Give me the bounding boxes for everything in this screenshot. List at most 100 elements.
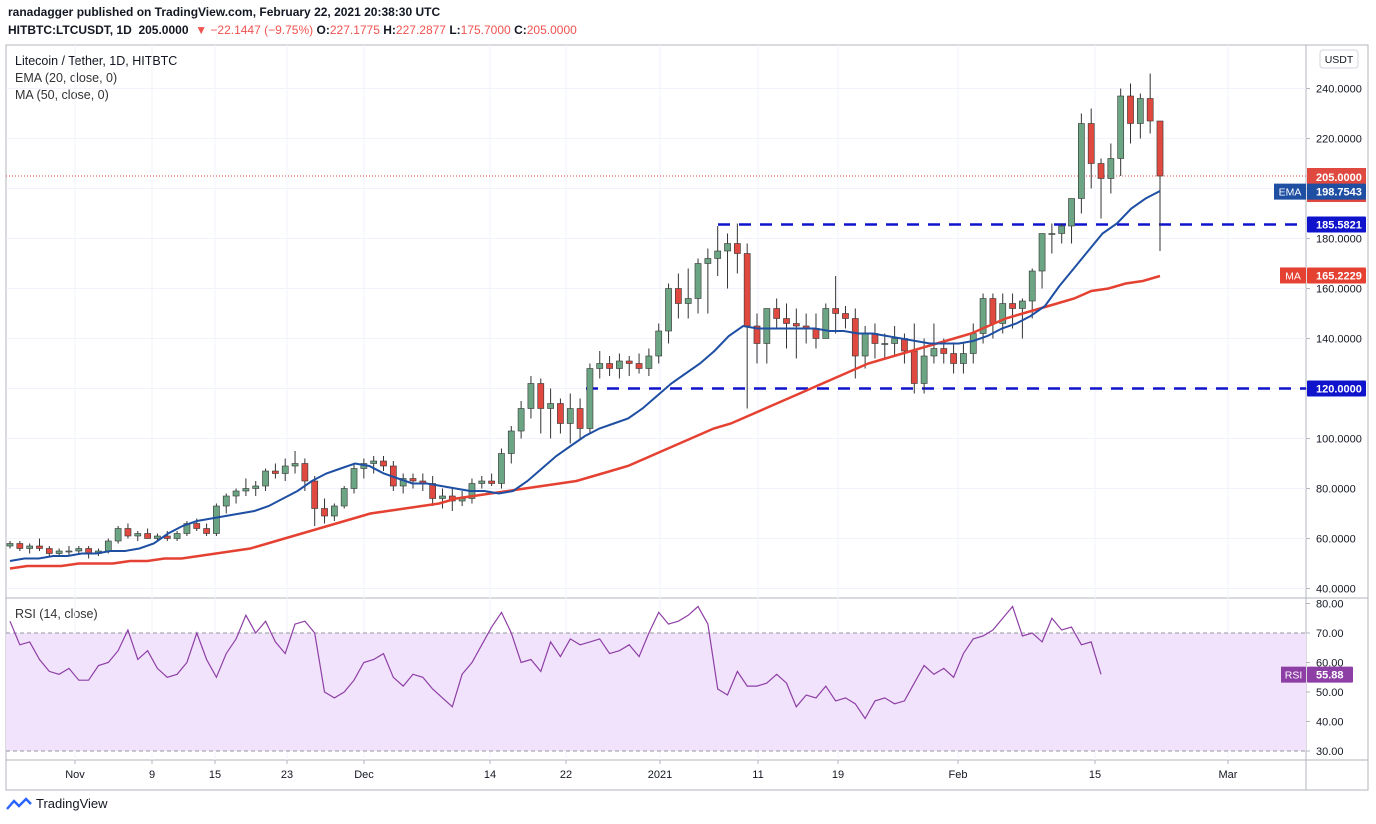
ema-tag-bg — [1274, 183, 1306, 200]
bearish-candle — [950, 353, 957, 364]
bullish-candle — [439, 495, 446, 499]
ma-value-tag-bg — [1307, 267, 1366, 284]
brand-text: TradingView — [36, 796, 108, 811]
price-tick-label: 40.0000 — [1316, 584, 1356, 596]
bearish-candle — [1127, 95, 1134, 124]
bullish-candle — [262, 470, 269, 487]
ohlc-line: HITBTC:LTCUSDT, 1D 205.0000 ▼ −22.1447 (… — [8, 23, 577, 37]
bullish-candle — [547, 403, 554, 409]
chart-header: ranadagger published on TradingView.com,… — [8, 4, 577, 38]
bullish-candle — [665, 288, 672, 332]
support-level-tag: 120.0000 — [1316, 384, 1362, 396]
bullish-candle — [704, 258, 712, 264]
bullish-candle — [724, 243, 731, 252]
bearish-candle — [832, 308, 839, 314]
bullish-candle — [154, 535, 161, 539]
bearish-candle — [625, 360, 633, 364]
bearish-candle — [537, 383, 545, 409]
bullish-candle — [232, 490, 240, 497]
bullish-candle — [645, 355, 653, 369]
price-tick-label: 160.0000 — [1316, 284, 1362, 296]
time-tick-label: 9 — [149, 769, 155, 781]
bearish-candle — [488, 480, 495, 484]
bullish-candle — [969, 333, 977, 354]
price-tag: 205.0000 — [1316, 172, 1362, 184]
bullish-candle — [566, 408, 574, 424]
bullish-candle — [1078, 123, 1085, 199]
bearish-candle — [36, 545, 43, 549]
time-tick-label: 19 — [832, 769, 844, 781]
bearish-candle — [842, 313, 849, 319]
support-resistance-levels — [586, 223, 1306, 390]
currency-badge: USDT — [1325, 54, 1354, 66]
bearish-candle — [1009, 303, 1016, 309]
bullish-candle — [213, 505, 220, 534]
bearish-candle — [783, 318, 790, 324]
time-tick-label: 11 — [752, 769, 763, 781]
rsi-tag: RSI — [1285, 670, 1303, 682]
bullish-candle — [822, 308, 830, 339]
time-tick-label: 22 — [560, 769, 572, 781]
time-tick-label: Nov — [65, 769, 85, 781]
price-axis-tags: USDT205.000003:21:40EMA198.7543185.5821M… — [1274, 49, 1366, 683]
bullish-candle — [498, 453, 505, 484]
ema-value-tag: 198.7543 — [1316, 187, 1362, 199]
bullish-candle — [478, 480, 486, 484]
rsi-tick-label: 60.00 — [1316, 658, 1344, 670]
bearish-candle — [675, 288, 682, 304]
bullish-candle — [714, 250, 722, 259]
bullish-candle — [291, 463, 299, 467]
price-change: ▼ −22.1447 (−9.75%) — [195, 23, 314, 37]
ema-tag: EMA — [1279, 187, 1302, 199]
resistance-level-tag-bg — [1307, 216, 1366, 233]
time-tick-label: 14 — [484, 769, 496, 781]
rsi-legend[interactable]: RSI (14, close) — [15, 607, 98, 621]
bullish-candle — [242, 488, 250, 492]
bearish-candle — [940, 348, 948, 354]
bullish-candle — [596, 363, 604, 369]
last-price: 205.0000 — [138, 23, 189, 37]
bullish-candle — [370, 460, 378, 464]
bullish-candle — [861, 333, 869, 357]
low-value: 175.7000 — [460, 23, 511, 37]
price-tick-label: 140.0000 — [1316, 334, 1362, 346]
bearish-candle — [557, 403, 564, 424]
bullish-candle — [881, 343, 889, 345]
bearish-candle — [576, 408, 584, 429]
rsi-tick-label: 50.00 — [1316, 687, 1344, 699]
bullish-candle — [586, 368, 594, 429]
rsi-tag-bg — [1281, 666, 1306, 683]
tradingview-logo[interactable]: TradingView — [6, 796, 108, 811]
ma-tag-bg — [1280, 267, 1306, 284]
rsi-value-tag-bg — [1307, 666, 1353, 683]
bullish-candle — [517, 408, 525, 432]
time-tick-label: 15 — [1089, 769, 1101, 781]
bearish-candle — [734, 243, 741, 254]
bullish-candle — [930, 348, 938, 357]
main-legend[interactable]: Litecoin / Tether, 1D, HITBTC EMA (20, c… — [15, 53, 177, 104]
high-value: 227.2877 — [395, 23, 446, 37]
currency-badge-bg — [1319, 49, 1359, 69]
rsi-tick-label: 80.00 — [1316, 599, 1344, 611]
bullish-candle — [75, 548, 83, 552]
rsi-line — [9, 605, 1102, 720]
time-tick-label: Dec — [354, 769, 374, 781]
price-tick-label: 180.0000 — [1316, 234, 1362, 246]
bullish-candle — [684, 298, 692, 304]
candlestick-series — [6, 73, 1164, 559]
bullish-candle — [1058, 225, 1066, 234]
bullish-candle — [340, 488, 348, 507]
time-tick-label: Mar — [1219, 769, 1238, 781]
time-tick-label: 23 — [281, 769, 293, 781]
bearish-candle — [45, 548, 53, 554]
bearish-candle — [1156, 120, 1164, 177]
ma-legend[interactable]: MA (50, close, 0) — [15, 88, 109, 102]
symbol-label: HITBTC:LTCUSDT, 1D — [8, 23, 132, 37]
ema-value-tag-bg — [1307, 183, 1366, 200]
bullish-candle — [527, 383, 535, 409]
bullish-candle — [65, 550, 73, 553]
bearish-candle — [193, 523, 201, 529]
bearish-candle — [16, 543, 24, 549]
ema-legend[interactable]: EMA (20, close, 0) — [15, 71, 118, 85]
